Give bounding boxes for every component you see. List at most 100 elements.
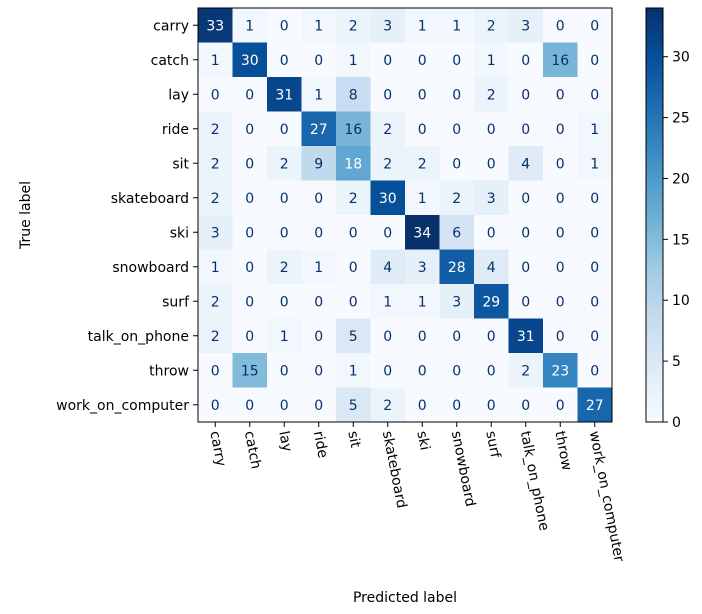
heatmap-cell xyxy=(370,387,406,423)
cell-value-label: 0 xyxy=(314,294,323,310)
x-tick-label: lay xyxy=(275,430,295,453)
x-tick-label: surf xyxy=(482,430,503,460)
heatmap-cell xyxy=(267,249,302,285)
cell-value-label: 0 xyxy=(521,191,530,207)
cell-value-label: 0 xyxy=(590,191,599,207)
heatmap-cell xyxy=(301,146,337,181)
y-tick-label: surf xyxy=(162,294,190,310)
y-tick-label: throw xyxy=(149,363,189,379)
y-tick-label: catch xyxy=(151,53,189,69)
heatmap-cell xyxy=(370,111,406,147)
heatmap-cell xyxy=(198,353,233,388)
heatmap-cell xyxy=(508,353,544,388)
heatmap-cell xyxy=(543,387,578,423)
cell-value-label: 0 xyxy=(521,260,530,276)
cell-value-label: 0 xyxy=(383,87,392,103)
heatmap-cell xyxy=(267,215,302,250)
heatmap-cell xyxy=(508,387,544,423)
cell-value-label: 30 xyxy=(379,191,397,207)
heatmap-cell xyxy=(577,353,613,388)
heatmap-cell xyxy=(370,77,406,112)
y-tick-label: skateboard xyxy=(111,191,189,207)
x-tick-label: sit xyxy=(344,430,363,450)
cell-value-label: 0 xyxy=(280,398,289,414)
x-tick-label: catch xyxy=(241,430,264,471)
cell-value-label: 0 xyxy=(452,122,461,138)
heatmap-cell xyxy=(474,353,509,388)
heatmap-cell xyxy=(439,146,475,181)
cell-value-label: 0 xyxy=(245,398,254,414)
cell-value-labels: 33 1 0 1 2 3 1 1 2 3 0 01 30 0 0 1 0 0 0 1 0 16 00 0 31 1 8 0 0 0 2 0 0 0… xyxy=(206,18,603,414)
x-tick-label: ski xyxy=(413,430,432,452)
cell-value-label: 0 xyxy=(418,53,427,69)
cell-value-label: 1 xyxy=(383,294,392,310)
cell-value-label: 16 xyxy=(551,53,569,69)
cell-value-label: 0 xyxy=(452,329,461,345)
cell-value-label: 0 xyxy=(418,122,427,138)
y-tick-label: ski xyxy=(170,225,189,241)
cell-value-label: 1 xyxy=(314,87,323,103)
cell-value-label: 2 xyxy=(349,191,358,207)
cell-value-label: 0 xyxy=(521,225,530,241)
cell-value-label: 0 xyxy=(487,329,496,345)
cell-value-label: 0 xyxy=(314,398,323,414)
cell-value-label: 0 xyxy=(452,53,461,69)
cell-value-label: 2 xyxy=(211,329,220,345)
cell-value-label: 0 xyxy=(314,53,323,69)
heatmap-cell xyxy=(336,284,371,319)
cell-value-label: 0 xyxy=(280,53,289,69)
cell-value-label: 0 xyxy=(521,294,530,310)
cell-value-label: 1 xyxy=(211,53,220,69)
heatmap-cell xyxy=(508,180,544,216)
heatmap-cell xyxy=(370,318,406,354)
cell-value-label: 0 xyxy=(590,87,599,103)
heatmap-cell xyxy=(301,353,337,388)
cell-value-label: 0 xyxy=(556,18,565,34)
heatmap-cell xyxy=(405,284,440,319)
heatmap-cell xyxy=(301,180,337,216)
cell-value-label: 2 xyxy=(211,122,220,138)
heatmap-cell xyxy=(508,8,544,43)
heatmap-cell xyxy=(405,111,440,147)
cell-value-label: 1 xyxy=(590,122,599,138)
heatmap-cell xyxy=(198,146,233,181)
cell-value-label: 23 xyxy=(551,363,569,379)
cell-value-label: 1 xyxy=(452,18,461,34)
heatmap-cell xyxy=(577,318,613,354)
heatmap-cell xyxy=(301,249,337,285)
heatmap-cell xyxy=(336,387,371,423)
heatmap-cell xyxy=(474,8,509,43)
cell-value-label: 0 xyxy=(418,329,427,345)
heatmap-cell xyxy=(543,284,578,319)
cell-value-label: 16 xyxy=(344,122,362,138)
heatmap-cell xyxy=(439,8,475,43)
heatmap-cell xyxy=(474,387,509,423)
heatmap-cell xyxy=(336,180,371,216)
heatmap-cell xyxy=(370,353,406,388)
x-tick-label: carry xyxy=(206,430,229,468)
cell-value-label: 30 xyxy=(241,53,259,69)
cell-value-label: 2 xyxy=(211,156,220,172)
heatmap-cell xyxy=(198,111,233,147)
heatmap-cell xyxy=(336,111,371,147)
cell-value-label: 1 xyxy=(418,18,427,34)
cell-value-label: 2 xyxy=(452,191,461,207)
heatmap-cell xyxy=(577,111,613,147)
y-tick-label: sit xyxy=(172,156,189,172)
cell-value-label: 5 xyxy=(349,398,358,414)
cell-value-label: 0 xyxy=(349,294,358,310)
cell-value-label: 2 xyxy=(487,87,496,103)
x-tick-label: skateboard xyxy=(379,430,410,510)
cell-value-label: 0 xyxy=(245,225,254,241)
y-tick-label: work_on_computer xyxy=(56,398,189,414)
cell-value-label: 0 xyxy=(556,87,565,103)
y-tick-label: talk_on_phone xyxy=(88,329,189,345)
heatmap-cell xyxy=(405,215,440,250)
heatmap-cell xyxy=(336,146,371,181)
x-tick-label: throw xyxy=(551,430,574,472)
cell-value-label: 0 xyxy=(590,294,599,310)
cell-value-label: 3 xyxy=(211,225,220,241)
heatmap-cell xyxy=(577,180,613,216)
cell-value-label: 1 xyxy=(245,18,254,34)
heatmap-cell xyxy=(336,215,371,250)
